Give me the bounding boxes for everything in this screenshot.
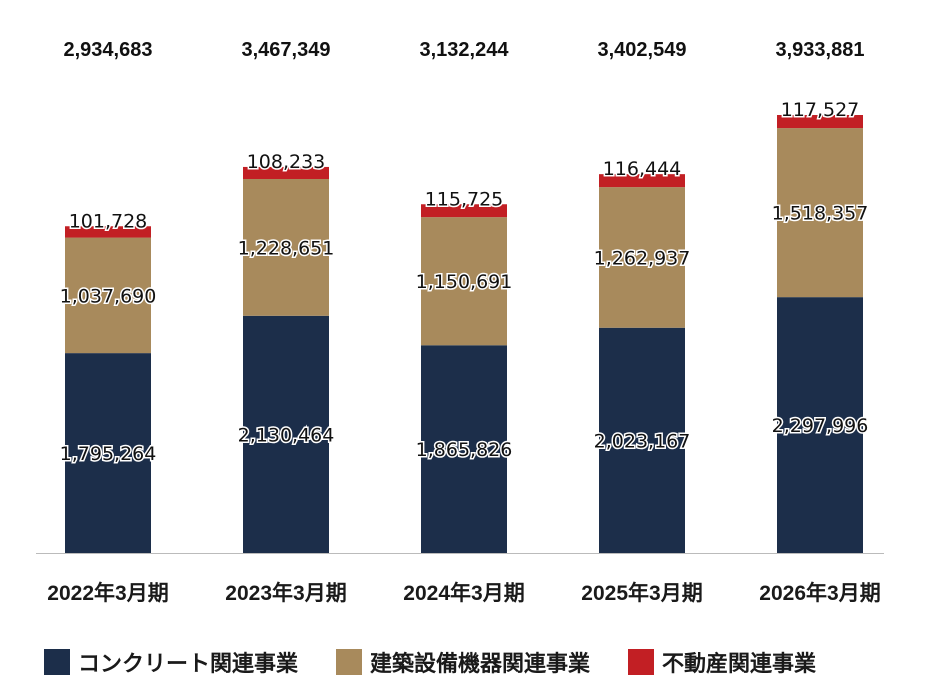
legend-item-building-equipment: 建築設備機器関連事業 bbox=[336, 646, 590, 678]
category-label-1: 2022年3月期 bbox=[47, 581, 168, 605]
legend-item-real-estate: 不動産関連事業 bbox=[628, 646, 816, 678]
segment-label-real-estate-2: 108,233 bbox=[247, 151, 326, 173]
total-label-5: 3,933,881 bbox=[776, 39, 865, 61]
segment-label-concrete-3: 1,865,826 bbox=[416, 439, 513, 461]
segment-label-concrete-1: 1,795,264 bbox=[60, 443, 157, 465]
total-label-1: 2,934,683 bbox=[64, 39, 153, 61]
total-label-3: 3,132,244 bbox=[420, 39, 510, 61]
category-label-3: 2024年3月期 bbox=[403, 581, 524, 605]
segment-label-building-equipment-1: 1,037,690 bbox=[60, 285, 157, 307]
bars-layer bbox=[65, 115, 863, 553]
segment-label-real-estate-3: 115,725 bbox=[425, 188, 504, 210]
legend-label-building-equipment: 建築設備機器関連事業 bbox=[370, 651, 591, 676]
segment-label-building-equipment-3: 1,150,691 bbox=[416, 271, 513, 293]
segment-label-concrete-2: 2,130,464 bbox=[238, 424, 335, 446]
category-label-2: 2023年3月期 bbox=[225, 581, 346, 605]
legend-swatch-real-estate bbox=[628, 649, 655, 675]
bar-segment-real-estate-3 bbox=[421, 204, 507, 218]
legend-label-concrete: コンクリート関連事業 bbox=[78, 651, 299, 676]
bar-segment-concrete-3 bbox=[421, 345, 507, 553]
segment-label-concrete-4: 2,023,167 bbox=[594, 430, 691, 452]
bar-segment-building-equipment-5 bbox=[777, 128, 863, 298]
segment-label-real-estate-5: 117,527 bbox=[781, 99, 860, 121]
segment-label-building-equipment-2: 1,228,651 bbox=[238, 237, 335, 259]
category-label-5: 2026年3月期 bbox=[759, 581, 880, 605]
bar-segment-concrete-5 bbox=[777, 297, 863, 553]
legend-label-real-estate: 不動産関連事業 bbox=[662, 651, 817, 676]
total-label-2: 3,467,349 bbox=[242, 39, 331, 61]
bar-segment-concrete-1 bbox=[65, 353, 151, 553]
bar-segment-real-estate-1 bbox=[65, 226, 151, 238]
bar-segment-real-estate-5 bbox=[777, 115, 863, 129]
category-label-4: 2025年3月期 bbox=[581, 581, 702, 605]
labels-layer: 1,795,264 1,037,690 101,728 2,934,683 2022年3… bbox=[47, 39, 880, 605]
segment-label-real-estate-4: 116,444 bbox=[603, 158, 682, 180]
total-label-4: 3,402,549 bbox=[598, 39, 687, 61]
segment-label-building-equipment-4: 1,262,937 bbox=[594, 247, 691, 269]
legend-swatch-concrete bbox=[44, 649, 70, 675]
stacked-bar-chart: 1,795,264 1,037,690 101,728 2,934,683 2022年3… bbox=[36, 39, 884, 605]
bar-segment-real-estate-2 bbox=[243, 166, 329, 179]
bar-segment-concrete-4 bbox=[599, 327, 685, 553]
bar-segment-building-equipment-1 bbox=[65, 237, 151, 354]
bar-segment-real-estate-4 bbox=[599, 174, 685, 188]
segment-label-real-estate-1: 101,728 bbox=[69, 210, 148, 232]
segment-label-concrete-5: 2,297,996 bbox=[772, 415, 869, 437]
segment-label-building-equipment-5: 1,518,357 bbox=[772, 203, 869, 225]
bar-segment-building-equipment-2 bbox=[243, 178, 329, 316]
legend: コンクリート関連事業 建築設備機器関連事業 不動産関連事業 bbox=[44, 644, 854, 680]
bar-segment-concrete-2 bbox=[243, 315, 329, 553]
legend-swatch-building-equipment bbox=[336, 649, 363, 675]
bar-segment-building-equipment-4 bbox=[599, 187, 685, 328]
bar-segment-building-equipment-3 bbox=[421, 217, 507, 346]
legend-item-concrete: コンクリート関連事業 bbox=[44, 646, 298, 678]
